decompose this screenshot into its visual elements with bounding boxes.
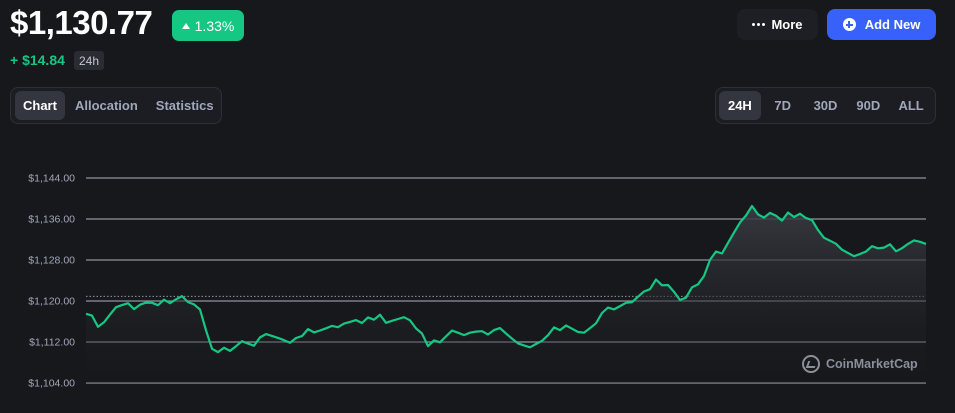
tab-chart[interactable]: Chart (15, 91, 65, 120)
change-amount: + $14.84 (10, 52, 65, 68)
range-24h[interactable]: 24H (719, 91, 761, 120)
more-dots-icon (752, 23, 766, 26)
range-all[interactable]: ALL (898, 98, 924, 113)
more-button[interactable]: More (737, 9, 818, 40)
caret-up-icon (181, 22, 190, 29)
range-7d[interactable]: 7D (774, 98, 791, 113)
portfolio-total-value: $1,130.77 (10, 4, 153, 41)
coinmarketcap-watermark: CoinMarketCap (802, 355, 918, 373)
range-30d[interactable]: 30D (813, 98, 838, 113)
change-percent-label: 1.33% (194, 17, 235, 34)
chart-y-tick-label: $1,144.00 (28, 173, 75, 185)
chart-y-tick-label: $1,136.00 (28, 214, 75, 226)
coinmarketcap-logo-icon (802, 355, 820, 373)
tab-allocation[interactable]: Allocation (74, 98, 138, 113)
change-percent-badge: 1.33% (172, 10, 244, 41)
change-period-badge: 24h (74, 51, 105, 70)
plus-circle-icon (842, 18, 856, 31)
range-90d[interactable]: 90D (856, 98, 881, 113)
chart-y-tick-label: $1,120.00 (28, 296, 75, 308)
watermark-text: CoinMarketCap (826, 357, 918, 371)
add-new-button-label: Add New (864, 17, 921, 32)
chart-y-tick-label: $1,104.00 (28, 378, 75, 390)
chart-series-line (85, 204, 927, 354)
more-button-label: More (771, 17, 803, 32)
view-tabs: Chart Allocation Statistics (10, 87, 222, 124)
add-new-button[interactable]: Add New (827, 9, 936, 40)
chart-area (86, 206, 926, 383)
chart-y-axis: $1,144.00 $1,136.00 $1,128.00 $1,120.00 $1,1… (28, 173, 75, 390)
tab-statistics[interactable]: Statistics (155, 98, 214, 113)
chart-y-tick-label: $1,128.00 (28, 255, 75, 267)
time-range-selector: 24H 7D 30D 90D ALL (715, 87, 936, 124)
chart-y-tick-label: $1,112.00 (29, 337, 75, 349)
